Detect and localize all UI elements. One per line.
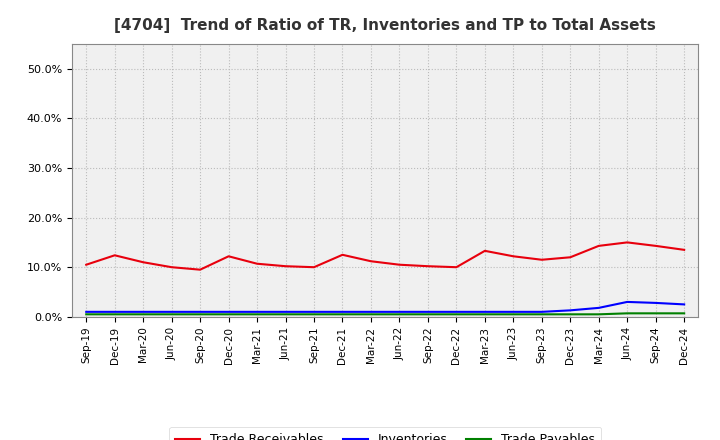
Inventories xyxy=(566,308,575,313)
Trade Payables xyxy=(652,311,660,316)
Trade Payables xyxy=(509,312,518,317)
Trade Receivables xyxy=(423,264,432,269)
Trade Payables xyxy=(480,312,489,317)
Trade Payables xyxy=(338,312,347,317)
Trade Payables xyxy=(139,312,148,317)
Inventories xyxy=(509,309,518,315)
Trade Receivables xyxy=(310,264,318,270)
Trade Payables xyxy=(423,312,432,317)
Trade Payables xyxy=(196,312,204,317)
Trade Receivables xyxy=(623,240,631,245)
Trade Payables xyxy=(282,312,290,317)
Trade Receivables xyxy=(680,247,688,253)
Inventories xyxy=(282,309,290,315)
Trade Payables xyxy=(566,312,575,317)
Inventories xyxy=(139,309,148,315)
Inventories xyxy=(480,309,489,315)
Trade Payables xyxy=(167,312,176,317)
Trade Payables xyxy=(595,312,603,317)
Inventories xyxy=(253,309,261,315)
Inventories xyxy=(110,309,119,315)
Trade Payables xyxy=(366,312,375,317)
Trade Payables xyxy=(253,312,261,317)
Line: Trade Receivables: Trade Receivables xyxy=(86,242,684,270)
Trade Receivables xyxy=(652,243,660,249)
Trade Payables xyxy=(82,312,91,317)
Trade Receivables xyxy=(110,253,119,258)
Trade Receivables xyxy=(225,253,233,259)
Trade Payables xyxy=(452,312,461,317)
Trade Receivables xyxy=(82,262,91,268)
Trade Receivables xyxy=(566,255,575,260)
Inventories xyxy=(652,300,660,305)
Inventories xyxy=(423,309,432,315)
Trade Payables xyxy=(623,311,631,316)
Trade Receivables xyxy=(509,253,518,259)
Trade Receivables xyxy=(253,261,261,266)
Trade Receivables xyxy=(395,262,404,268)
Inventories xyxy=(196,309,204,315)
Trade Payables xyxy=(395,312,404,317)
Inventories xyxy=(452,309,461,315)
Inventories xyxy=(366,309,375,315)
Inventories xyxy=(395,309,404,315)
Trade Receivables xyxy=(366,259,375,264)
Legend: Trade Receivables, Inventories, Trade Payables: Trade Receivables, Inventories, Trade Pa… xyxy=(169,427,601,440)
Inventories xyxy=(595,305,603,311)
Inventories xyxy=(338,309,347,315)
Inventories xyxy=(82,309,91,315)
Trade Receivables xyxy=(595,243,603,249)
Trade Receivables xyxy=(452,264,461,270)
Trade Receivables xyxy=(480,248,489,253)
Trade Receivables xyxy=(338,252,347,257)
Inventories xyxy=(623,299,631,304)
Inventories xyxy=(167,309,176,315)
Title: [4704]  Trend of Ratio of TR, Inventories and TP to Total Assets: [4704] Trend of Ratio of TR, Inventories… xyxy=(114,18,656,33)
Inventories xyxy=(537,309,546,315)
Inventories xyxy=(225,309,233,315)
Trade Receivables xyxy=(167,264,176,270)
Trade Payables xyxy=(310,312,318,317)
Trade Receivables xyxy=(282,264,290,269)
Inventories xyxy=(680,302,688,307)
Inventories xyxy=(310,309,318,315)
Trade Payables xyxy=(680,311,688,316)
Trade Receivables xyxy=(537,257,546,262)
Trade Payables xyxy=(110,312,119,317)
Trade Payables xyxy=(225,312,233,317)
Trade Receivables xyxy=(139,260,148,265)
Trade Payables xyxy=(537,312,546,317)
Line: Inventories: Inventories xyxy=(86,302,684,312)
Trade Receivables xyxy=(196,267,204,272)
Line: Trade Payables: Trade Payables xyxy=(86,313,684,314)
